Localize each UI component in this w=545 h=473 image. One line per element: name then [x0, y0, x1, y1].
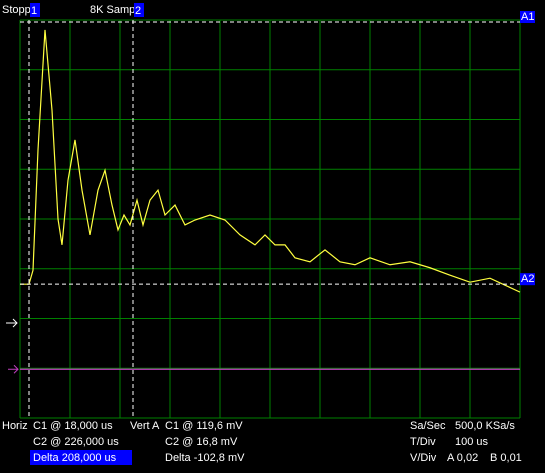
channel-a-marker: [6, 318, 18, 328]
readout: C1 @ 119,6 mV: [165, 420, 243, 432]
cursor-tag: [30, 3, 40, 17]
cursor-tag: [520, 273, 535, 286]
readout: Horiz: [2, 420, 28, 432]
readout: A 0,02: [447, 452, 478, 464]
channel-b-marker: [8, 364, 19, 374]
cursor-tag: [520, 10, 535, 23]
readout: T/Div: [410, 436, 436, 448]
plot: 1 2 A1 A2: [8, 3, 535, 419]
readout: Delta 208,000 us: [33, 452, 117, 464]
cursor-label: A2: [521, 273, 534, 285]
cursor-label: 1: [31, 5, 37, 17]
readout: C2 @ 16,8 mV: [165, 436, 238, 448]
readout: V/Div: [410, 452, 437, 464]
readout: C2 @ 226,000 us: [33, 436, 119, 448]
cursor-label: 2: [135, 5, 141, 17]
status: Stopp: [2, 4, 31, 16]
readout: Vert A: [130, 420, 160, 432]
mode: 8K Samp: [90, 4, 135, 16]
readout: Delta -102,8 mV: [165, 452, 245, 464]
readout: 500,0 KSa/s: [455, 420, 515, 432]
delta-highlight: [30, 450, 132, 465]
cursor-label: A1: [521, 11, 534, 23]
trace: [20, 29, 521, 293]
cursor-tag: [134, 3, 144, 17]
readout: 100 us: [455, 436, 489, 448]
readout: C1 @ 18,000 us: [33, 420, 113, 432]
readout: Sa/Sec: [410, 420, 446, 432]
readout: B 0,01: [490, 452, 522, 464]
